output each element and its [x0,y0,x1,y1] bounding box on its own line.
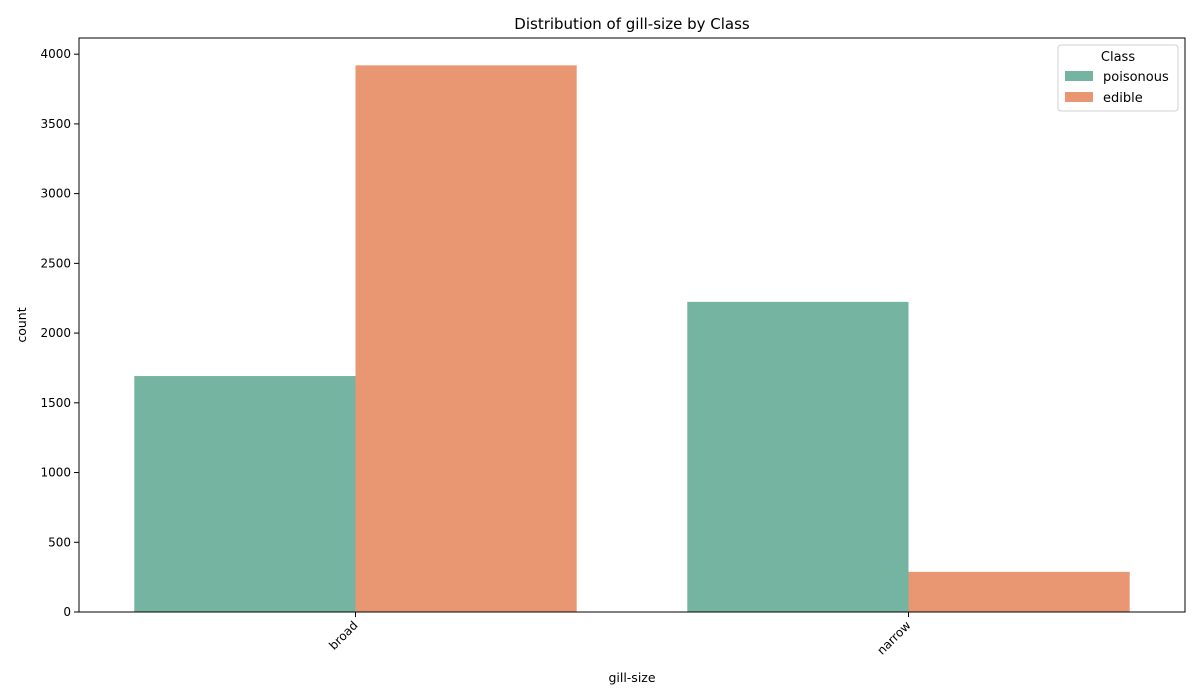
bar-poisonous-broad [134,376,356,612]
y-tick-label: 3500 [40,117,71,131]
y-tick-label: 3000 [40,187,71,201]
legend-label-poisonous: poisonous [1103,70,1169,85]
legend-swatch-edible [1065,92,1093,102]
bar-poisonous-narrow [687,301,909,612]
legend-label-edible: edible [1103,91,1143,106]
x-axis-label: gill-size [608,670,655,685]
y-tick-label: 2500 [40,256,71,270]
y-axis-label: count [14,307,29,342]
y-tick-label: 500 [48,535,71,549]
bar-edible-broad [355,65,577,613]
legend: Class poisonous edible [1057,44,1179,112]
y-tick-label: 4000 [40,47,71,61]
y-axis: 0 500 1000 1500 2000 2500 3000 3500 4000 [40,47,79,619]
chart-title: Distribution of gill-size by Class [514,15,750,33]
y-tick-label: 1500 [40,396,71,410]
x-tick-label: broad [326,618,360,652]
legend-title: Class [1101,50,1135,65]
bar-edible-narrow [908,571,1130,612]
x-tick-label: narrow [874,618,913,657]
x-axis: broad narrow [326,612,914,657]
bars-group [134,65,1130,613]
plot-frame [78,37,1186,613]
y-tick-label: 2000 [40,326,71,340]
y-tick-label: 0 [63,605,71,619]
legend-swatch-poisonous [1065,71,1093,81]
y-tick-label: 1000 [40,466,71,480]
